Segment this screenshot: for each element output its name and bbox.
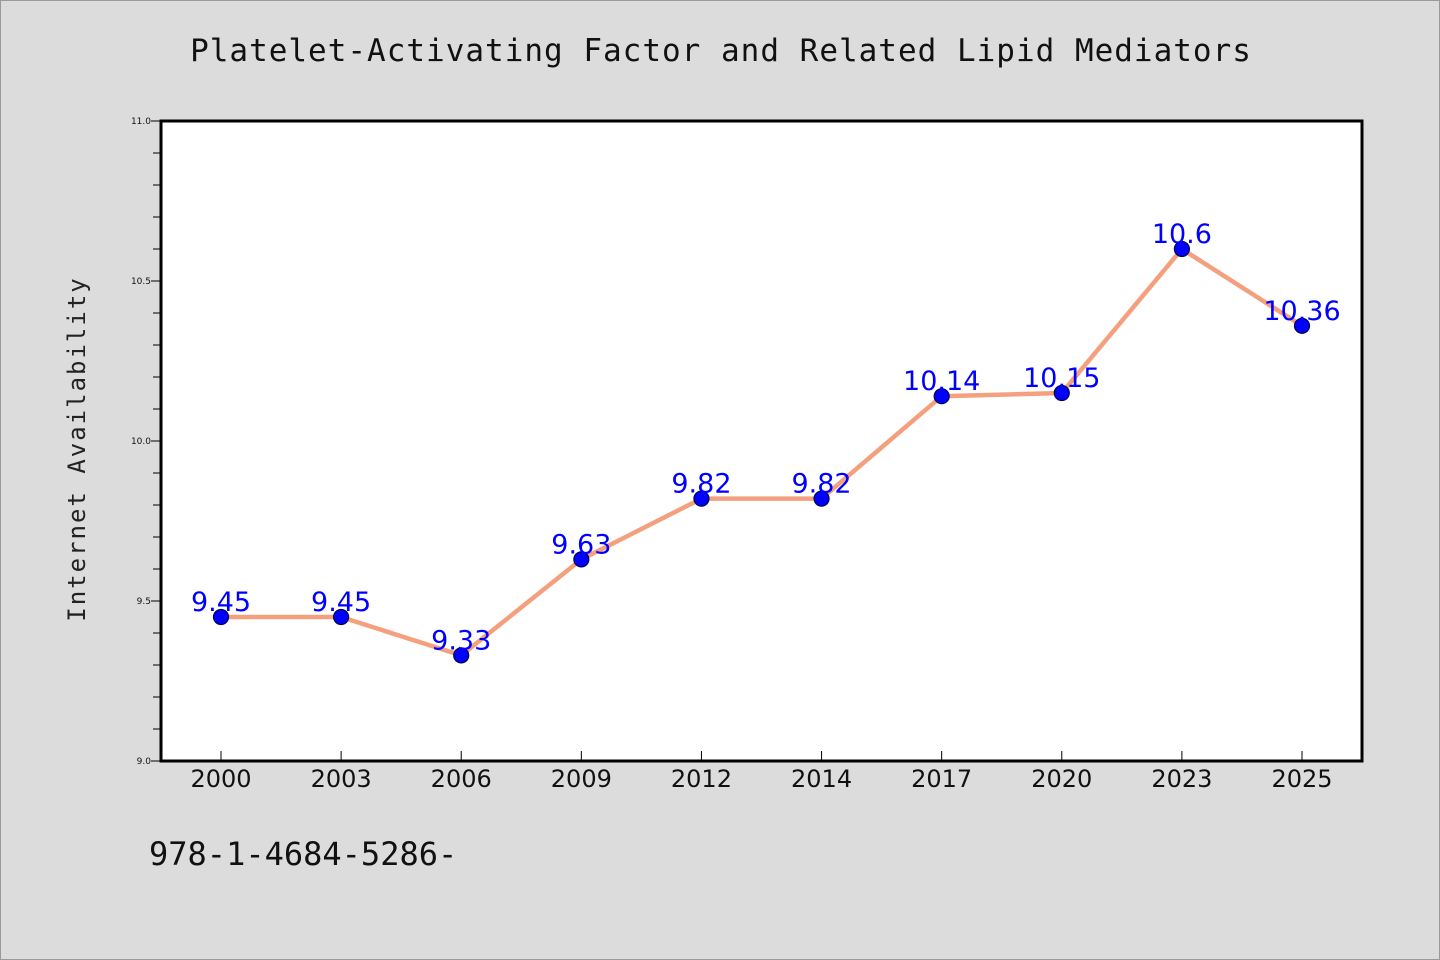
data-point — [573, 551, 590, 568]
y-tick-label: 9.0 — [137, 757, 152, 767]
series-line — [221, 246, 1304, 658]
y-tick-label: 10.0 — [131, 437, 151, 447]
data-point — [1293, 317, 1311, 334]
data-labels: 9.45 9.45 9.33 9.63 9.82 9.82 10.14 10.15 10.6 10… — [191, 219, 1341, 656]
x-tick-label: 2020 — [1031, 765, 1092, 793]
data-label: 10.14 — [903, 366, 980, 397]
data-label: 9.45 — [311, 587, 371, 618]
footer-code: 978-1-4684-5286- — [149, 835, 458, 873]
x-axis: 2000 2003 2006 2009 2012 2014 2017 2020 2023 2025 — [190, 751, 1333, 793]
data-label: 9.82 — [791, 469, 851, 500]
data-label: 10.15 — [1023, 363, 1100, 394]
data-label: 9.33 — [431, 625, 491, 656]
data-point — [933, 388, 950, 405]
x-tick-label: 2023 — [1151, 765, 1212, 793]
data-label: 10.36 — [1263, 296, 1340, 327]
data-label: 9.82 — [671, 469, 731, 500]
x-tick-label: 2025 — [1271, 765, 1332, 793]
data-label: 10.6 — [1152, 219, 1212, 250]
x-tick-label: 2000 — [190, 765, 251, 793]
data-label: 9.63 — [551, 529, 611, 560]
data-markers — [212, 240, 1311, 664]
y-tick-label: 9.5 — [137, 597, 151, 607]
y-axis: 9.0 9.5 10.0 10.5 11.0 — [131, 117, 161, 767]
data-point — [333, 608, 350, 626]
x-tick-label: 2003 — [311, 765, 372, 793]
plot-area — [161, 121, 1362, 761]
data-point — [813, 490, 830, 507]
y-tick-label: 11.0 — [131, 117, 151, 127]
data-label: 9.45 — [191, 587, 251, 618]
x-tick-label: 2009 — [551, 765, 612, 793]
x-tick-label: 2012 — [671, 765, 732, 793]
chart-title: Platelet-Activating Factor and Related L… — [190, 33, 1252, 69]
data-point — [1173, 240, 1190, 258]
data-point — [212, 608, 230, 626]
data-point — [693, 490, 710, 507]
x-tick-label: 2006 — [431, 765, 492, 793]
y-tick-label: 10.5 — [131, 277, 151, 287]
data-point — [1053, 384, 1070, 402]
data-point — [453, 647, 470, 664]
plot-frame — [159, 119, 1364, 763]
x-tick-label: 2017 — [911, 765, 972, 793]
x-tick-label: 2014 — [791, 765, 852, 793]
